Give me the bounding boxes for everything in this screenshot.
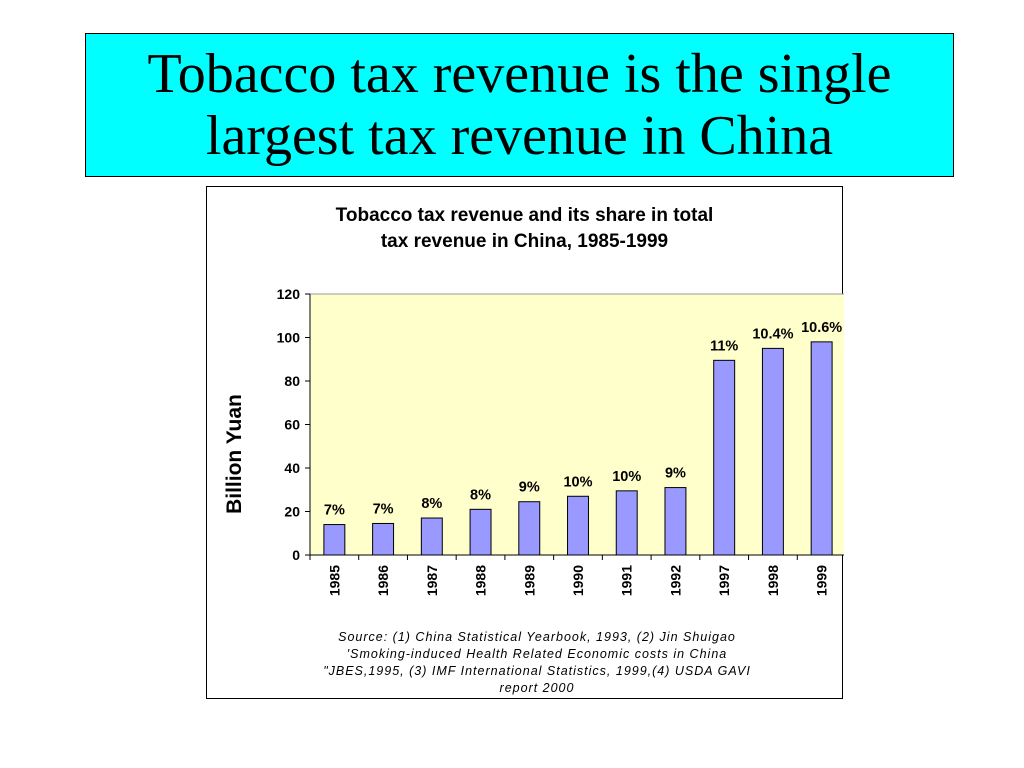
x-tick-label: 1989 <box>521 565 537 596</box>
bar <box>810 341 833 556</box>
x-tick-label: 1990 <box>570 565 586 596</box>
slide-title: Tobacco tax revenue is the single larges… <box>85 33 954 177</box>
x-tick-label: 1999 <box>814 565 830 596</box>
bar <box>713 359 736 556</box>
y-tick-label: 60 <box>284 417 300 433</box>
x-tick-label: 1987 <box>424 565 440 596</box>
slide-title-line-2: largest tax revenue in China <box>205 105 834 167</box>
source-line: Source: (1) China Statistical Yearbook, … <box>338 630 736 644</box>
bar <box>761 347 784 556</box>
y-tick-label: 40 <box>284 460 300 476</box>
x-tick-label: 1988 <box>473 565 489 596</box>
slide-title-line-1: Tobacco tax revenue is the single <box>147 43 892 105</box>
data-label: 7% <box>324 503 345 519</box>
data-label: 9% <box>519 480 540 496</box>
bar <box>615 490 638 556</box>
chart-title-line-2: tax revenue in China, 1985-1999 <box>380 231 669 252</box>
data-label: 10.6% <box>801 320 842 336</box>
data-label: 10.4% <box>752 326 793 342</box>
chart-source-note: Source: (1) China Statistical Yearbook, … <box>267 629 807 697</box>
x-tick-label: 1986 <box>375 565 391 596</box>
x-tick-label: 1992 <box>667 565 683 596</box>
x-tick-label: 1997 <box>716 565 732 596</box>
bar <box>518 501 541 556</box>
bar <box>372 522 395 556</box>
y-tick-label: 20 <box>284 504 300 520</box>
data-label: 9% <box>665 466 686 482</box>
y-tick-label: 100 <box>277 330 301 346</box>
data-label: 8% <box>470 487 491 503</box>
source-line: "JBES,1995, (3) IMF International Statis… <box>323 664 751 678</box>
x-tick-label: 1998 <box>765 565 781 596</box>
chart-frame: Tobacco tax revenue and its share in tot… <box>206 186 844 699</box>
y-tick-label: 80 <box>284 373 300 389</box>
bar-chart: 0 20 40 60 80 100 120 7% 1985 7% 1986 8% 1987 8% 1988 9… <box>277 286 844 596</box>
source-line: report 2000 <box>499 681 575 695</box>
y-tick-label: 120 <box>277 286 301 302</box>
bar <box>420 517 443 556</box>
chart-title: Tobacco tax revenue and its share in tot… <box>207 203 842 255</box>
data-label: 10% <box>563 474 592 490</box>
data-label: 11% <box>710 338 738 354</box>
x-tick-label: 1985 <box>326 565 342 596</box>
bar <box>469 508 492 556</box>
bar <box>323 524 346 556</box>
y-tick-label: 0 <box>292 547 300 563</box>
data-label: 10% <box>612 469 641 485</box>
data-label: 8% <box>421 496 442 512</box>
bar <box>664 487 687 556</box>
bar <box>567 495 589 556</box>
data-label: 7% <box>373 501 394 517</box>
x-tick-label: 1991 <box>619 565 635 596</box>
source-line: 'Smoking-induced Health Related Economic… <box>346 647 728 661</box>
chart-title-line-1: Tobacco tax revenue and its share in tot… <box>335 205 714 226</box>
